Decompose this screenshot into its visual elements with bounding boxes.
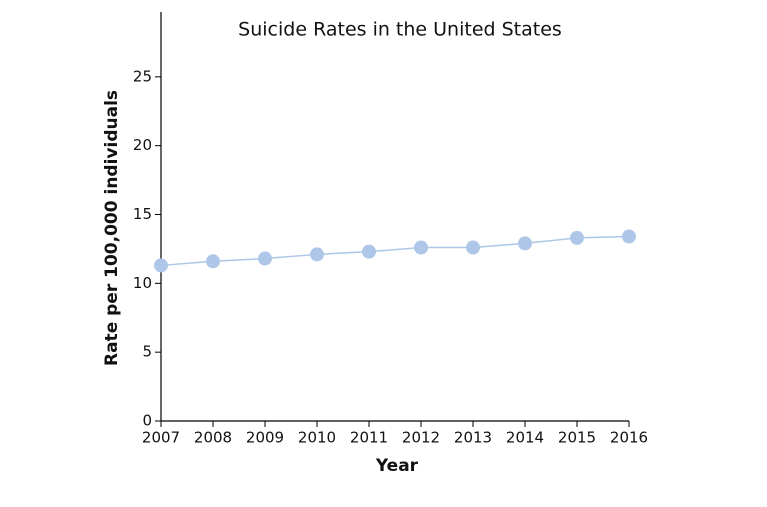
x-tick-label: 2015	[558, 429, 596, 447]
x-axis-label: Year	[375, 456, 419, 476]
x-tick-label: 2008	[194, 429, 232, 447]
y-tick-label: 25	[133, 67, 152, 85]
y-tick-label: 10	[133, 274, 152, 292]
point	[206, 254, 220, 269]
point	[570, 230, 584, 245]
y-tick-label: 15	[133, 205, 152, 223]
y-axis-label: Rate per 100,000 individuals	[102, 90, 122, 366]
x-tick-label: 2016	[610, 429, 648, 447]
y-tick-label: 0	[142, 412, 152, 430]
x-tick-label: 2009	[246, 429, 284, 447]
point	[414, 240, 428, 255]
x-tick-label: 2013	[454, 429, 492, 447]
point	[154, 258, 168, 273]
point	[466, 240, 480, 255]
x-tick-label: 2007	[142, 429, 180, 447]
line	[160, 235, 630, 267]
point	[518, 236, 532, 251]
x-tick-label: 2011	[350, 429, 388, 447]
point	[362, 244, 376, 259]
chart-title: Suicide Rates in the United States	[238, 19, 562, 41]
x-tick-label: 2014	[506, 429, 544, 447]
point	[622, 229, 636, 244]
y-tick-label: 20	[133, 136, 152, 154]
point	[258, 251, 272, 266]
y-tick-label: 5	[142, 343, 152, 361]
x-tick-label: 2010	[298, 429, 336, 447]
point	[310, 247, 324, 262]
x-tick-label: 2012	[402, 429, 440, 447]
